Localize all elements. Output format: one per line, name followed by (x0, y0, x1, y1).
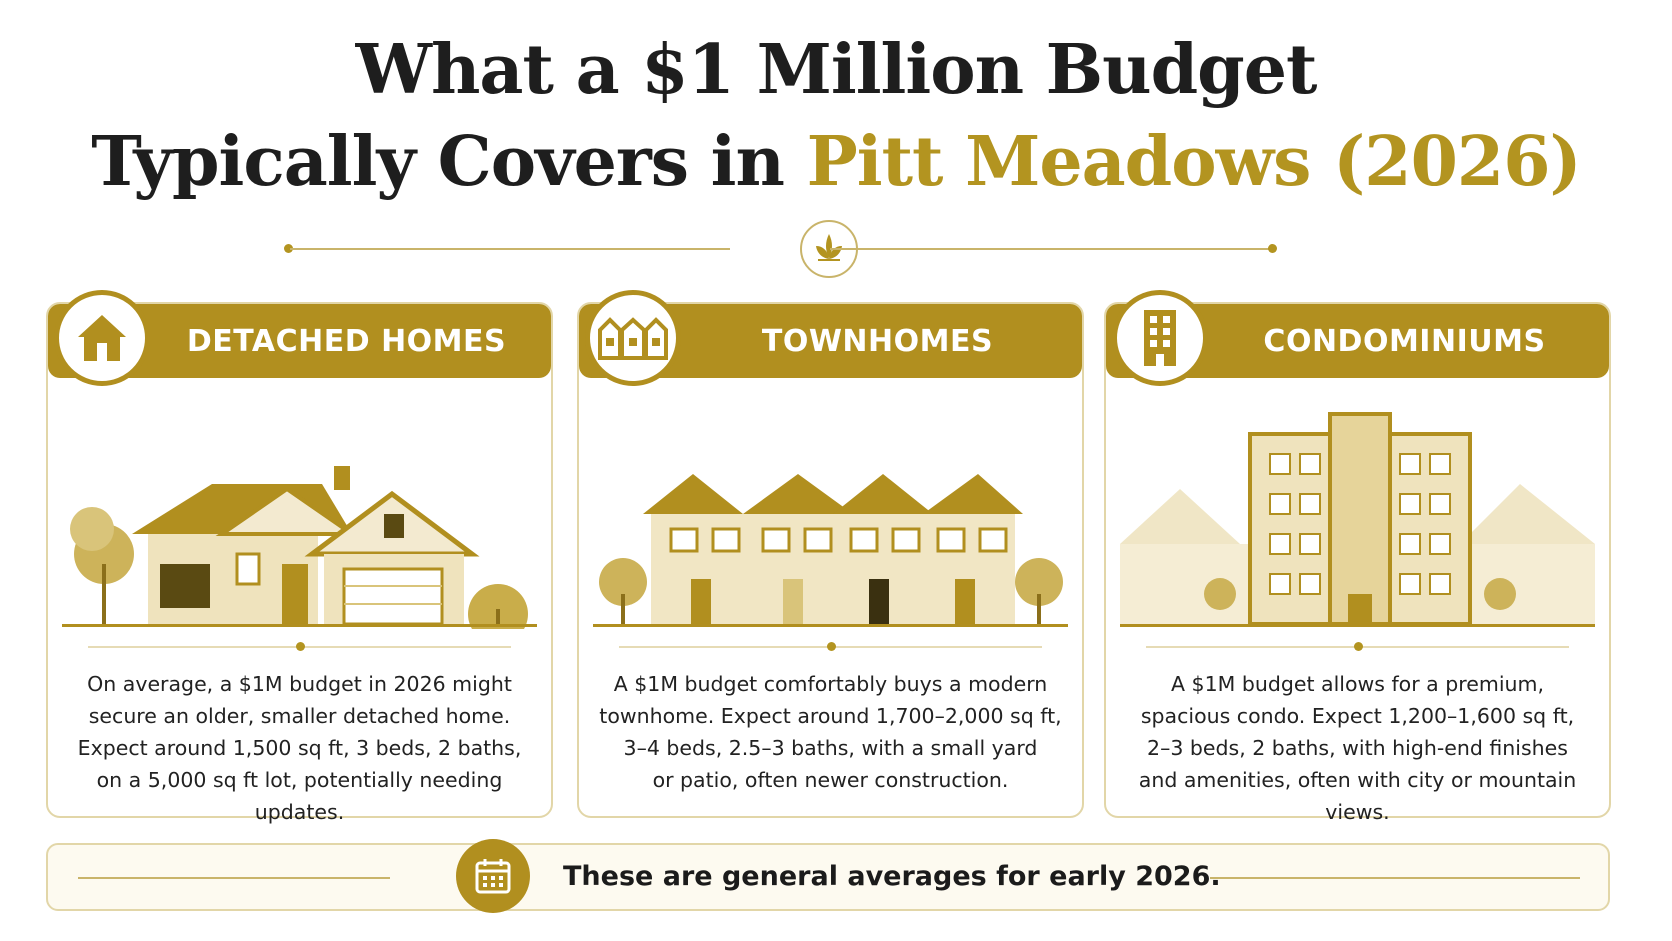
desc-line: A $1M budget comfortably buys a modern (613, 672, 1048, 696)
divider-line-right (830, 248, 1272, 250)
desc-line: spacious condo. Expect 1,200–1,600 sq ft… (1140, 704, 1575, 728)
desc-line: on a 5,000 sq ft lot, potentially needin… (96, 768, 503, 824)
card-separator-dot (827, 642, 836, 651)
desc-line: A $1M budget allows for a premium, (1170, 672, 1544, 696)
card-title: TOWNHOMES (761, 324, 994, 359)
card-separator-dot (296, 642, 305, 651)
leaf-emblem-icon (800, 220, 858, 278)
card-separator-dot (1354, 642, 1363, 651)
divider-dot-left (284, 244, 293, 253)
townhouse-icon (585, 290, 681, 386)
footer-line-left (78, 877, 390, 879)
card-description: A $1M budget comfortably buys a modern t… (593, 668, 1068, 796)
calendar-icon (456, 839, 530, 913)
divider-line-left (290, 248, 730, 250)
desc-line: Expect around 1,500 sq ft, 3 beds, 2 bat… (77, 736, 522, 760)
footer-note-banner: These are general averages for early 202… (46, 839, 1610, 913)
card-title: DETACHED HOMES (186, 324, 507, 359)
card-condominiums: CONDOMINIUMS A $1M budget allows for a p… (1104, 290, 1611, 824)
card-townhomes: TOWNHOMES A $1M budget comfortably buys … (577, 290, 1084, 818)
desc-line: 3–4 beds, 2.5–3 baths, with a small yard (623, 736, 1038, 760)
townhouse-illustration (593, 474, 1068, 627)
page-title-line-2: Typically Covers in Pitt Meadows (2026) (0, 120, 1672, 204)
desc-line: On average, a $1M budget in 2026 might (87, 672, 512, 696)
title-prefix: Typically Covers in (91, 122, 807, 202)
detached-house-illustration (62, 466, 537, 629)
desc-line: 2–3 beds, 2 baths, with high-end finishe… (1147, 736, 1568, 760)
card-description: A $1M budget allows for a premium, spaci… (1120, 668, 1595, 828)
footer-line-right (1210, 877, 1580, 879)
condo-building-illustration (1120, 412, 1595, 627)
card-title: CONDOMINIUMS (1263, 324, 1546, 359)
page-title-line-1: What a $1 Million Budget (355, 30, 1318, 110)
house-icon (54, 290, 150, 386)
footer-text: These are general averages for early 202… (563, 861, 1221, 892)
divider-dot-right (1268, 244, 1277, 253)
building-icon (1112, 290, 1208, 386)
card-detached-homes: DETACHED HOMES On average, a $1M budget … (46, 290, 553, 824)
desc-line: secure an older, smaller detached home. (88, 704, 511, 728)
desc-line: and amenities, often with city or mounta… (1138, 768, 1577, 824)
desc-line: townhome. Expect around 1,700–2,000 sq f… (599, 704, 1062, 728)
title-accent: Pitt Meadows (2026) (806, 122, 1582, 202)
desc-line: or patio, often newer construction. (652, 768, 1009, 792)
card-description: On average, a $1M budget in 2026 might s… (62, 668, 537, 828)
